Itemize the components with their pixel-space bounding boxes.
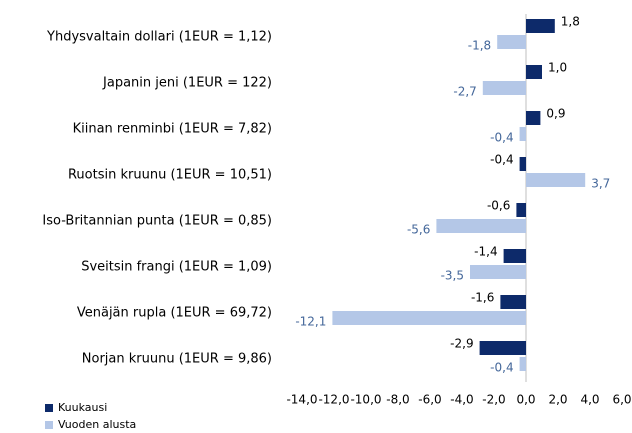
data-label: -0,4 [490,131,513,145]
data-label: -1,4 [474,245,497,259]
x-tick-label: -2,0 [482,393,505,407]
bar [526,111,541,125]
legend-swatch [45,421,53,429]
x-tick-label: -14,0 [286,393,317,407]
data-label: 1,8 [561,15,580,29]
x-tick-label: 4,0 [580,393,599,407]
data-label: 3,7 [591,177,610,191]
data-label: 1,0 [548,61,567,75]
legend-label: Kuukausi [58,401,107,414]
data-label: -1,8 [468,39,491,53]
bar [497,35,526,49]
bar [436,219,526,233]
bar [482,81,526,95]
data-label: -2,7 [453,85,476,99]
data-label: -0,6 [487,199,510,213]
bar [519,357,526,371]
y-tick-label: Ruotsin kruunu (1EUR = 10,51) [68,168,272,183]
data-label: -3,5 [441,269,464,283]
bar [519,127,526,141]
data-label: -1,6 [471,291,494,305]
bar [516,203,526,217]
x-tick-label: -8,0 [386,393,409,407]
bar [500,295,526,309]
bar [503,249,526,263]
bar [519,157,526,171]
bar [332,311,526,325]
bar [526,173,586,187]
data-label: -2,9 [450,337,473,351]
y-tick-label: Japanin jeni (1EUR = 122) [102,76,272,91]
bar [479,341,526,355]
bar [470,265,526,279]
legend-swatch [45,404,53,412]
x-tick-label: -10,0 [350,393,381,407]
data-label: -0,4 [490,153,513,167]
data-label: 0,9 [546,107,565,121]
legend-label: Vuoden alusta [58,418,136,431]
x-tick-label: -4,0 [450,393,473,407]
x-tick-label: -12,0 [318,393,349,407]
y-tick-label: Norjan kruunu (1EUR = 9,86) [82,352,272,367]
x-tick-label: 0,0 [516,393,535,407]
x-tick-label: 6,0 [612,393,631,407]
y-tick-label: Iso-Britannian punta (1EUR = 0,85) [42,214,272,229]
y-tick-label: Kiinan renminbi (1EUR = 7,82) [73,122,272,137]
bar [526,19,555,33]
x-tick-label: 2,0 [548,393,567,407]
data-label: -5,6 [407,223,430,237]
y-tick-label: Venäjän rupla (1EUR = 69,72) [77,306,272,321]
data-label: -12,1 [295,315,326,329]
y-tick-label: Yhdysvaltain dollari (1EUR = 1,12) [46,30,272,45]
data-label: -0,4 [490,361,513,375]
x-tick-label: -6,0 [418,393,441,407]
y-tick-label: Sveitsin frangi (1EUR = 1,09) [81,260,272,275]
bar [526,65,542,79]
